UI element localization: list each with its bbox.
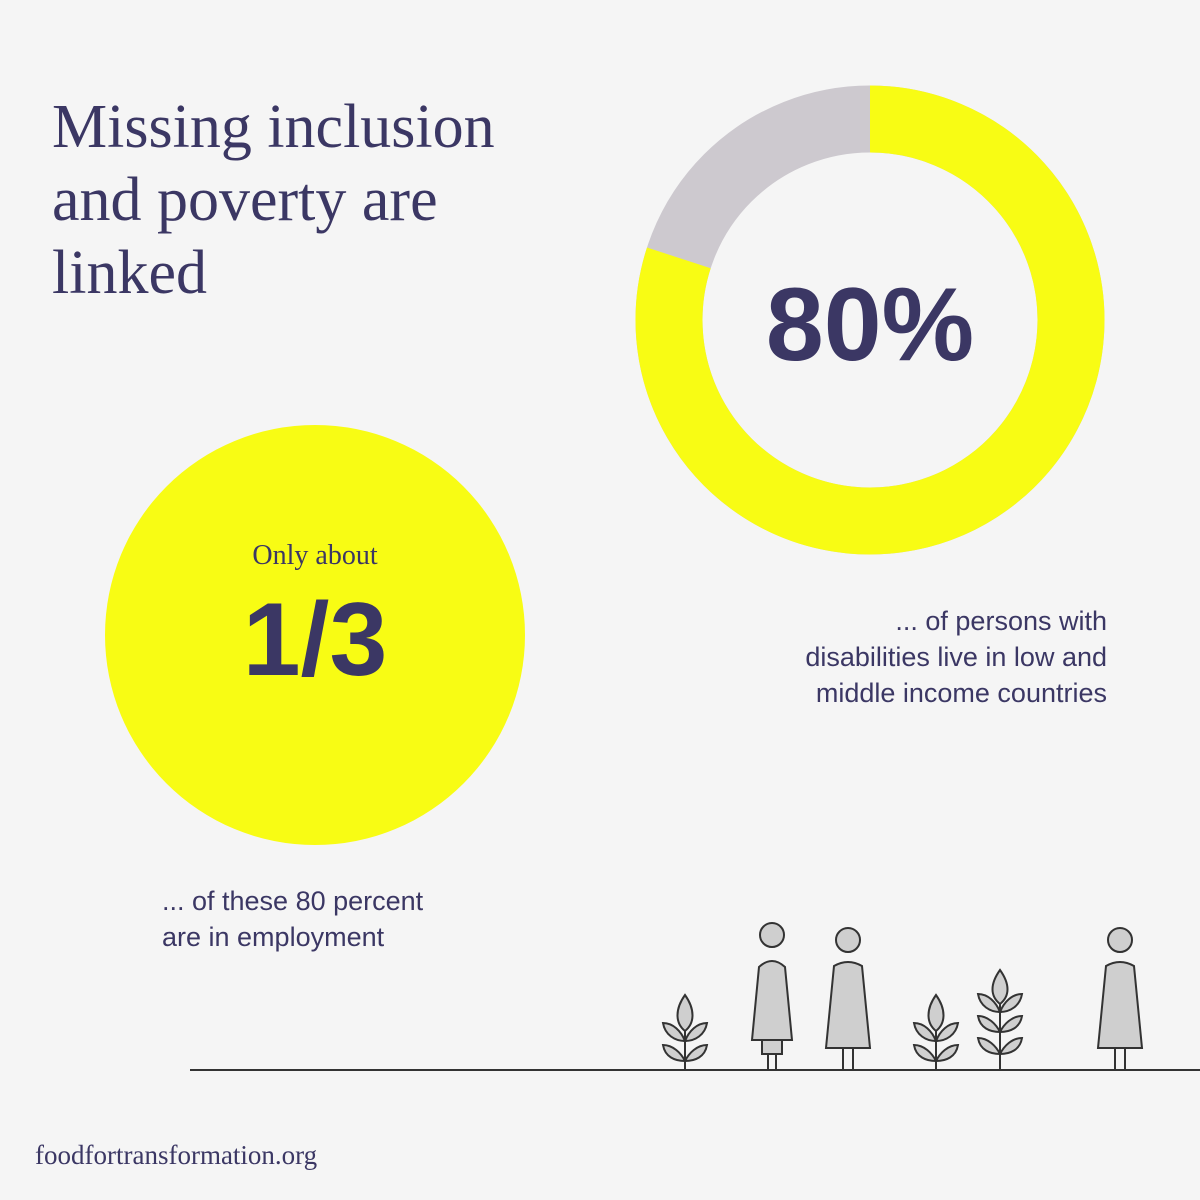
title-line: Missing inclusion xyxy=(52,93,495,161)
donut-caption: middle income countries xyxy=(816,678,1107,708)
highlight-circle xyxy=(105,425,525,845)
title-line: linked xyxy=(52,239,207,307)
circle-caption: ... of these 80 percent xyxy=(162,886,424,916)
circle-figure: 1/3 xyxy=(243,582,388,698)
donut-label: 80% xyxy=(766,267,974,383)
title-line: and poverty are xyxy=(52,166,438,234)
footer: foodfortransformation.org xyxy=(35,1140,317,1170)
donut-chart xyxy=(635,85,1105,555)
circle-caption: are in employment xyxy=(162,922,385,952)
circle-lead: Only about xyxy=(252,540,377,571)
illustration xyxy=(661,922,1144,1070)
donut-segment xyxy=(635,85,1105,555)
donut-caption: ... of persons with xyxy=(895,606,1107,636)
donut-caption: disabilities live in low and xyxy=(805,642,1107,672)
